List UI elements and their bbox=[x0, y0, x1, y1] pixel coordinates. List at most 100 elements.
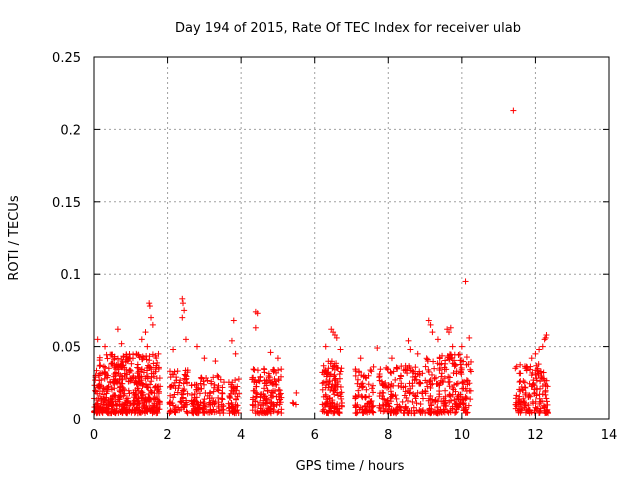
data-point bbox=[219, 396, 226, 403]
data-point bbox=[409, 373, 416, 380]
data-point bbox=[171, 391, 178, 398]
data-point bbox=[278, 366, 285, 373]
data-point bbox=[539, 383, 546, 390]
data-point bbox=[440, 402, 447, 409]
data-point bbox=[331, 377, 338, 384]
data-point bbox=[394, 364, 401, 371]
data-point bbox=[271, 388, 278, 395]
data-point bbox=[119, 358, 126, 365]
data-point bbox=[184, 390, 191, 397]
data-point bbox=[215, 373, 222, 380]
data-point bbox=[328, 383, 335, 390]
data-point bbox=[338, 395, 345, 402]
data-point bbox=[356, 406, 363, 413]
data-point bbox=[123, 371, 130, 378]
x-tick-label: 2 bbox=[163, 428, 171, 443]
x-tick-labels: 0 2 4 6 8 10 12 14 bbox=[90, 428, 617, 443]
data-point bbox=[178, 391, 185, 398]
data-point bbox=[525, 393, 532, 400]
data-point bbox=[177, 398, 184, 405]
data-point bbox=[530, 400, 537, 407]
data-point bbox=[434, 336, 441, 343]
data-point bbox=[179, 314, 186, 321]
data-point bbox=[110, 401, 117, 408]
data-point bbox=[140, 369, 147, 376]
data-point bbox=[108, 396, 115, 403]
data-point bbox=[417, 401, 424, 408]
data-point bbox=[127, 367, 134, 374]
data-point bbox=[440, 408, 447, 415]
data-point bbox=[388, 391, 395, 398]
data-point bbox=[429, 371, 436, 378]
data-point bbox=[436, 365, 443, 372]
data-point bbox=[188, 391, 195, 398]
data-point bbox=[144, 375, 151, 382]
data-point bbox=[150, 370, 157, 377]
data-point bbox=[273, 381, 280, 388]
data-point bbox=[402, 366, 409, 373]
y-tick-label: 0.1 bbox=[60, 268, 81, 283]
data-point bbox=[407, 346, 414, 353]
x-tick-label: 4 bbox=[237, 428, 245, 443]
data-point bbox=[522, 409, 529, 416]
data-point bbox=[214, 386, 221, 393]
data-point bbox=[201, 402, 208, 409]
data-point bbox=[393, 395, 400, 402]
data-point bbox=[252, 324, 259, 331]
data-point bbox=[270, 380, 277, 387]
data-point bbox=[122, 409, 129, 416]
data-point bbox=[219, 389, 226, 396]
data-point bbox=[156, 375, 163, 382]
data-point bbox=[182, 372, 189, 379]
data-point bbox=[334, 392, 341, 399]
data-point bbox=[529, 383, 536, 390]
data-point bbox=[270, 401, 277, 408]
data-point bbox=[466, 334, 473, 341]
data-point bbox=[352, 366, 359, 373]
data-point bbox=[460, 358, 467, 365]
data-point bbox=[446, 374, 453, 381]
data-point bbox=[463, 395, 470, 402]
data-point bbox=[127, 375, 134, 382]
data-point bbox=[429, 380, 436, 387]
data-point bbox=[334, 379, 341, 386]
data-point bbox=[204, 377, 211, 384]
data-point bbox=[336, 409, 343, 416]
data-point bbox=[366, 400, 373, 407]
data-point bbox=[456, 403, 463, 410]
data-point bbox=[444, 353, 451, 360]
data-point bbox=[531, 407, 538, 414]
data-point bbox=[255, 401, 262, 408]
data-point bbox=[208, 394, 215, 401]
data-point bbox=[172, 403, 179, 410]
data-point bbox=[145, 391, 152, 398]
data-point bbox=[167, 368, 174, 375]
data-point bbox=[183, 408, 190, 415]
data-point bbox=[125, 387, 132, 394]
data-point bbox=[249, 396, 256, 403]
data-point bbox=[148, 314, 155, 321]
data-point bbox=[368, 368, 375, 375]
data-point bbox=[388, 370, 395, 377]
data-point bbox=[410, 404, 417, 411]
data-point bbox=[324, 400, 331, 407]
data-point bbox=[146, 357, 153, 364]
data-point bbox=[133, 350, 140, 357]
data-point bbox=[542, 334, 549, 341]
data-point bbox=[438, 370, 445, 377]
data-point bbox=[522, 391, 529, 398]
data-point bbox=[539, 343, 546, 350]
data-point bbox=[169, 400, 176, 407]
data-point bbox=[522, 400, 529, 407]
data-point bbox=[430, 409, 437, 416]
data-point bbox=[201, 381, 208, 388]
data-point bbox=[416, 379, 423, 386]
data-point bbox=[155, 398, 162, 405]
data-point bbox=[254, 367, 261, 374]
data-point bbox=[101, 375, 108, 382]
data-point bbox=[515, 397, 522, 404]
data-point bbox=[108, 386, 115, 393]
data-point bbox=[275, 367, 282, 374]
data-point bbox=[382, 406, 389, 413]
data-point bbox=[220, 410, 227, 417]
